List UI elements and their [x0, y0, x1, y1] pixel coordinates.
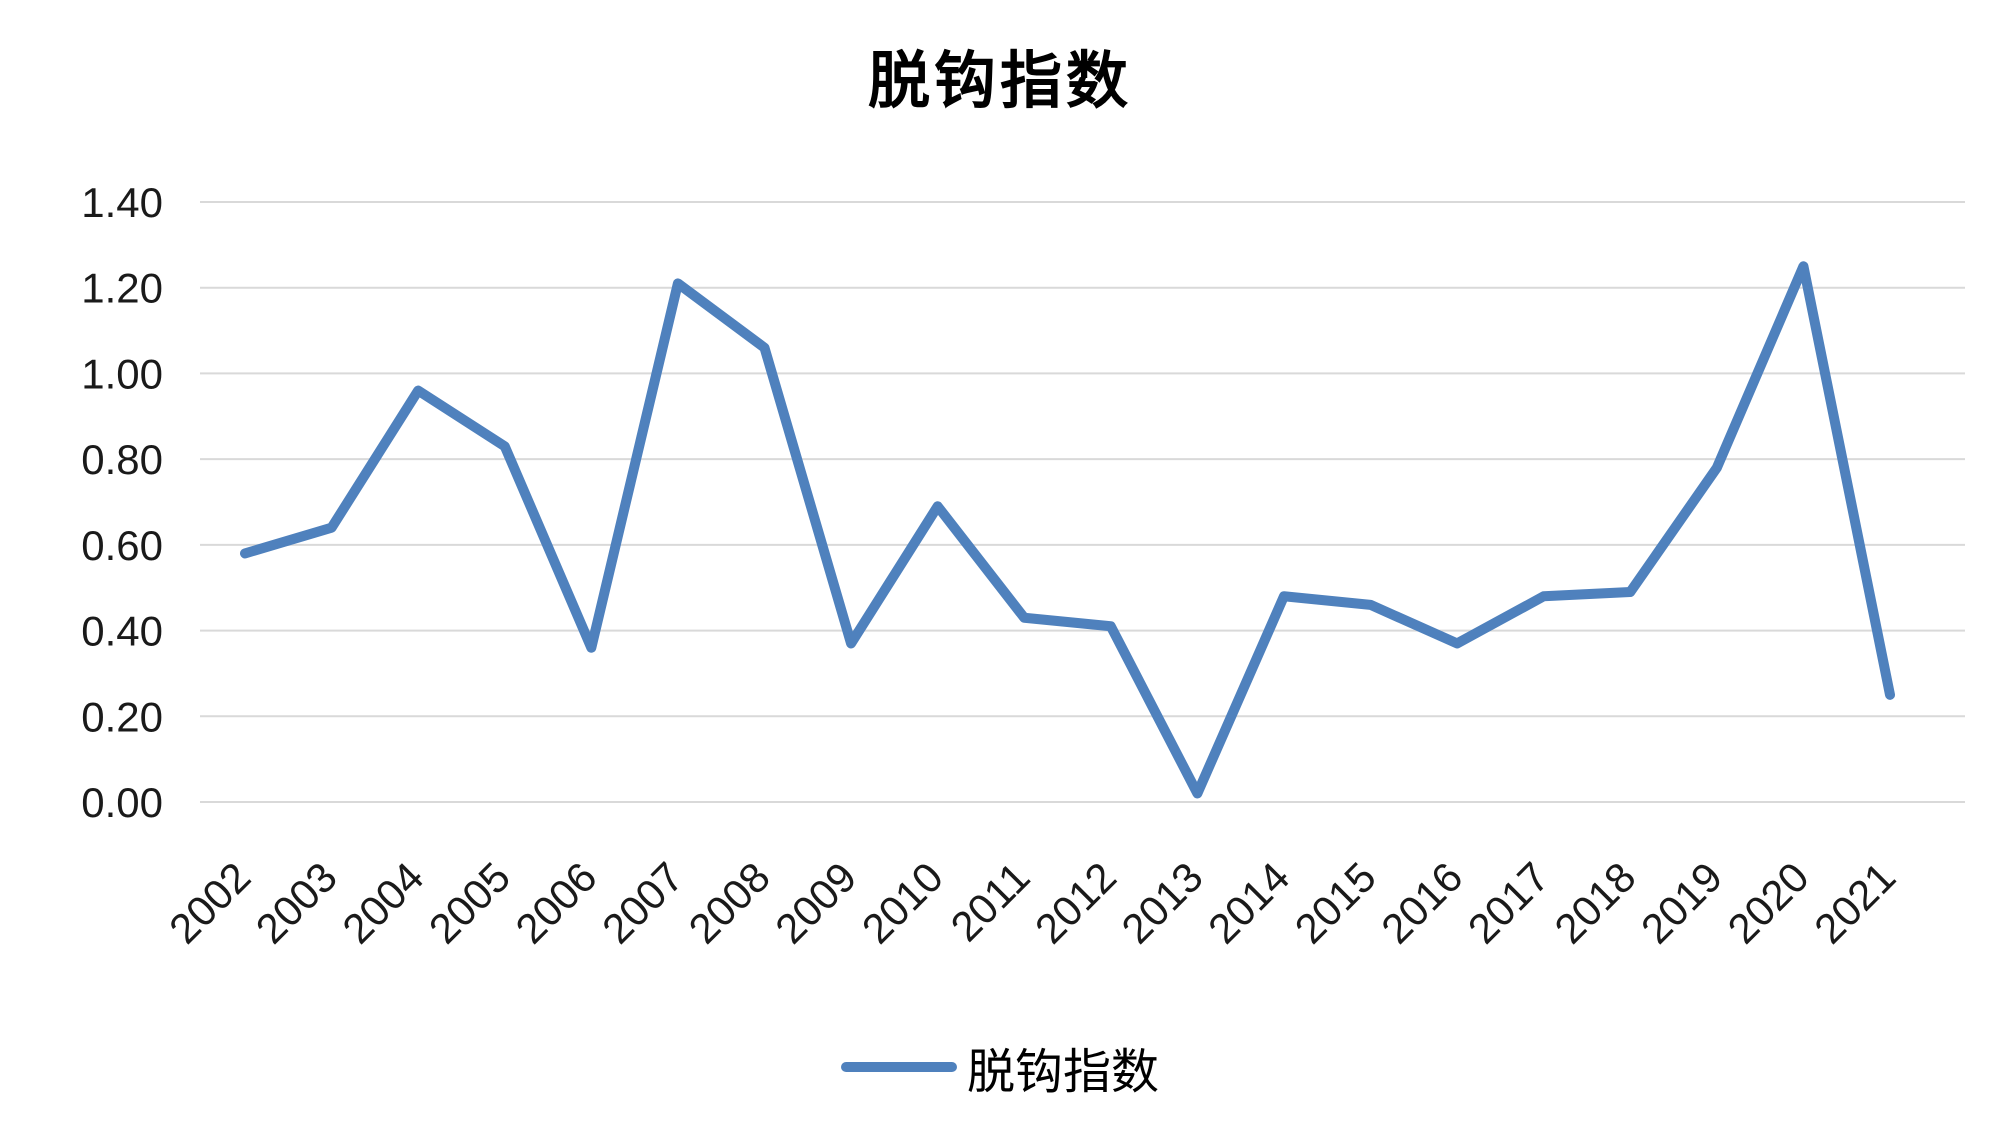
legend-line-swatch: [840, 1062, 957, 1072]
chart-title: 脱钩指数: [867, 48, 1132, 116]
svg-text:1.20: 1.20: [81, 265, 163, 312]
svg-text:0.40: 0.40: [81, 608, 163, 655]
svg-text:2010: 2010: [853, 853, 952, 952]
svg-text:0.80: 0.80: [81, 436, 163, 483]
svg-text:0.60: 0.60: [81, 522, 163, 569]
legend-label: 脱钩指数: [966, 1046, 1159, 1099]
svg-text:1.40: 1.40: [81, 179, 163, 226]
svg-text:2006: 2006: [506, 853, 605, 952]
legend: 脱钩指数: [0, 1032, 2000, 1102]
svg-text:2017: 2017: [1459, 853, 1558, 952]
svg-text:2020: 2020: [1718, 853, 1817, 952]
svg-text:2014: 2014: [1199, 853, 1298, 952]
svg-text:1.00: 1.00: [81, 350, 163, 397]
svg-text:2011: 2011: [941, 853, 1038, 950]
svg-text:2012: 2012: [1026, 853, 1125, 952]
svg-text:2016: 2016: [1372, 853, 1471, 952]
svg-text:2009: 2009: [766, 853, 865, 952]
svg-text:2005: 2005: [420, 853, 519, 952]
svg-text:2003: 2003: [247, 853, 346, 952]
svg-text:2018: 2018: [1545, 853, 1644, 952]
svg-text:2008: 2008: [680, 853, 779, 952]
svg-text:2007: 2007: [593, 853, 692, 952]
svg-text:2013: 2013: [1112, 853, 1211, 952]
svg-text:0.20: 0.20: [81, 693, 163, 740]
svg-text:2015: 2015: [1286, 853, 1385, 952]
svg-text:2021: 2021: [1805, 853, 1904, 952]
svg-text:2002: 2002: [160, 853, 259, 952]
svg-text:0.00: 0.00: [81, 779, 163, 826]
svg-text:2019: 2019: [1632, 853, 1731, 952]
svg-text:2004: 2004: [333, 853, 432, 952]
